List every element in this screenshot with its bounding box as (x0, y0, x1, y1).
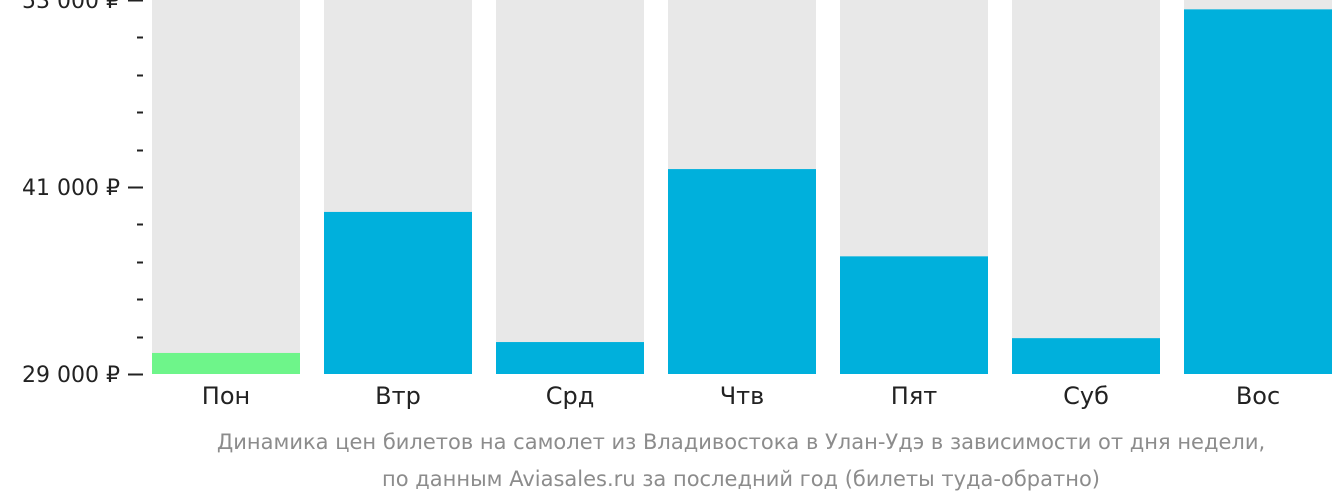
chart-caption-line-1: Динамика цен билетов на самолет из Влади… (216, 430, 1266, 454)
bar-5 (840, 256, 988, 374)
bar-background (1012, 0, 1160, 374)
bar-7 (1184, 9, 1332, 374)
x-tick-label: Чтв (720, 382, 765, 410)
y-tick-label: 41 000 ₽ (22, 176, 120, 201)
x-tick-label: Вос (1236, 382, 1280, 410)
x-tick-label: Суб (1063, 382, 1109, 410)
bar-3 (496, 342, 644, 374)
bar-6 (1012, 338, 1160, 374)
x-tick-label: Пят (891, 382, 937, 410)
y-tick-label: 29 000 ₽ (22, 363, 120, 388)
y-tick-label: 53 000 ₽ (22, 0, 120, 14)
x-axis-labels: Пон Втр Срд Чтв Пят Суб Вос (202, 382, 1280, 410)
bar-background (496, 0, 644, 374)
x-tick-label: Втр (375, 382, 421, 410)
y-axis: 29 000 ₽ 41 000 ₽ 53 000 ₽ (22, 0, 143, 388)
x-tick-label: Пон (202, 382, 250, 410)
bar-1 (152, 352, 300, 374)
x-tick-label: Срд (546, 382, 595, 410)
bar-background (152, 0, 300, 374)
bar-4 (668, 169, 816, 374)
bar-2 (324, 211, 472, 374)
chart-caption-line-2: по данным Aviasales.ru за последний год … (382, 467, 1100, 491)
bars (152, 0, 1332, 374)
